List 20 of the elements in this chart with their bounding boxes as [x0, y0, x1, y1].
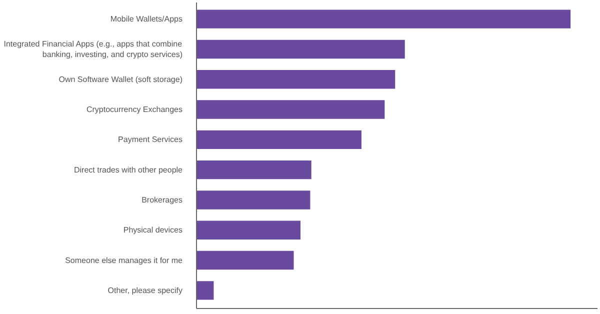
bar	[196, 281, 214, 300]
bar	[196, 130, 362, 150]
bar	[196, 190, 310, 210]
bar	[196, 220, 300, 240]
bar	[196, 100, 385, 119]
y-tick-label: Direct trades with other people	[74, 165, 184, 174]
bar	[196, 40, 405, 59]
y-tick-label: Own Software Wallet (soft storage)	[58, 74, 183, 84]
y-tick-label: Brokerages	[142, 195, 183, 204]
y-tick-label: Payment Services	[118, 135, 182, 144]
y-tick-label: Integrated Financial Apps (e.g., apps that combine banking, investing, and crypto services)	[4, 39, 183, 60]
bar	[196, 70, 396, 89]
y-tick-label: Someone else manages it for me	[65, 256, 184, 265]
y-tick-label: Other, please specify	[108, 286, 183, 295]
y-tick-label: Cryptocurrency Exchanges	[86, 105, 183, 114]
bar	[196, 250, 294, 270]
y-tick-label: Mobile Wallets/Apps	[110, 14, 183, 24]
y-tick-label: Physical devices	[123, 226, 183, 235]
bar	[196, 160, 312, 180]
bar	[196, 10, 571, 28]
